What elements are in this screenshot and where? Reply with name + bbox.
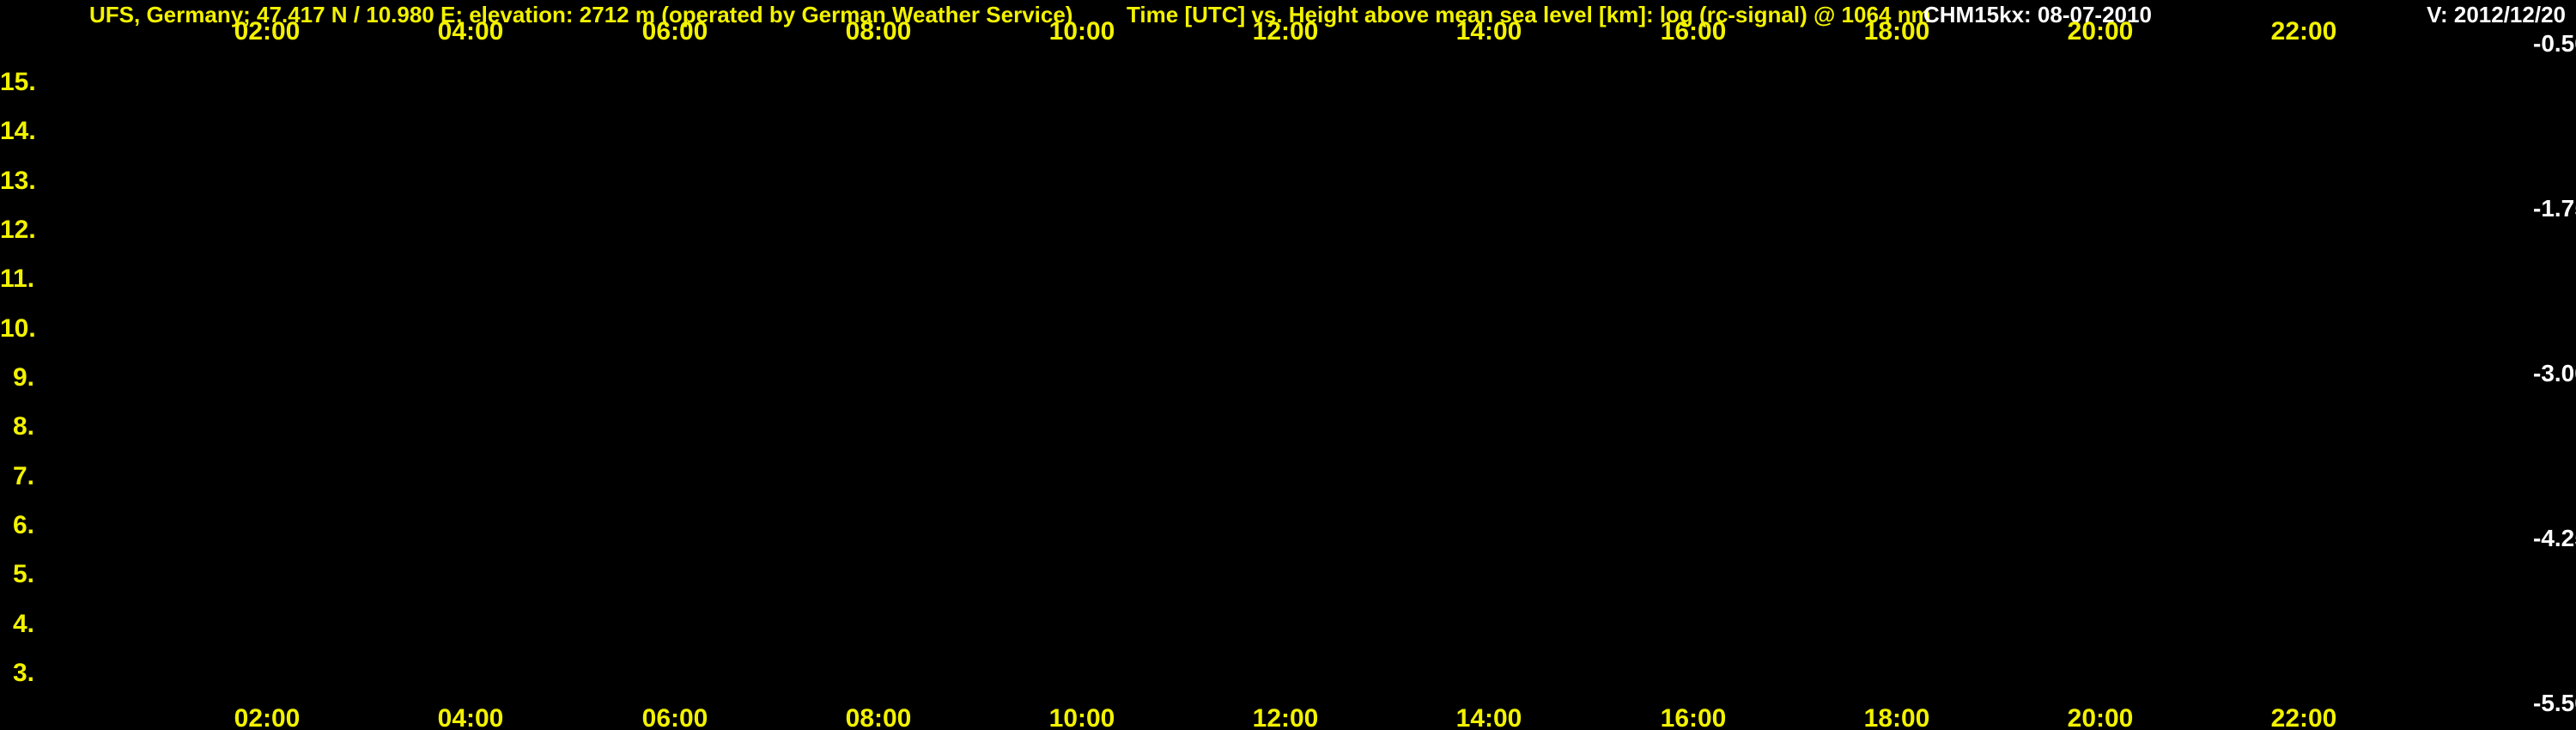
colorbar-tick: -0.50 [2533, 30, 2576, 57]
time-tick-bottom: 22:00 [2270, 704, 2337, 730]
time-tick-bottom: 06:00 [641, 704, 708, 730]
colorbar-tick: -1.75 [2533, 195, 2576, 222]
heatmap-area [38, 44, 2489, 703]
time-tick-top: 10:00 [1048, 17, 1115, 46]
time-tick-bottom: 02:00 [234, 704, 301, 730]
instrument-date-label: CHM15kx: 08-07-2010 [1923, 2, 2152, 27]
station-header: UFS, Germany; 47.417 N / 10.980 E; eleva… [89, 2, 1073, 27]
height-tick: 5. [12, 560, 34, 588]
time-tick-top: 06:00 [641, 17, 708, 46]
time-tick-bottom: 08:00 [845, 704, 912, 730]
time-tick-top: 16:00 [1660, 17, 1727, 46]
time-tick-bottom: 04:00 [437, 704, 504, 730]
time-tick-top: 14:00 [1455, 17, 1522, 46]
height-tick: 8. [12, 412, 34, 441]
height-tick: 13. [0, 167, 36, 195]
height-tick: 10. [0, 314, 36, 343]
time-tick-bottom: 16:00 [1660, 704, 1727, 730]
colorbar-tick: -3.00 [2533, 360, 2576, 386]
height-tick: 9. [12, 363, 34, 392]
time-tick-top: 02:00 [234, 17, 301, 46]
time-tick-bottom: 14:00 [1455, 704, 1522, 730]
height-tick: 14. [0, 117, 36, 145]
height-tick: 12. [0, 216, 36, 244]
time-tick-top: 08:00 [845, 17, 912, 46]
time-tick-bottom: 18:00 [1863, 704, 1930, 730]
height-tick: 7. [12, 462, 34, 490]
version-label: V: 2012/12/20 [2427, 2, 2566, 27]
time-tick-bottom: 12:00 [1252, 704, 1319, 730]
colorbar [2506, 43, 2525, 703]
time-tick-top: 12:00 [1252, 17, 1319, 46]
colorbar-tick: -5.50 [2533, 690, 2576, 716]
height-tick: 15. [0, 68, 36, 96]
time-tick-bottom: 20:00 [2067, 704, 2134, 730]
time-tick-top: 04:00 [437, 17, 504, 46]
time-tick-top: 20:00 [2067, 17, 2134, 46]
time-tick-bottom: 10:00 [1048, 704, 1115, 730]
colorbar-tick: -4.25 [2533, 525, 2576, 551]
time-tick-top: 18:00 [1863, 17, 1930, 46]
heatmap-canvas [38, 44, 2489, 703]
height-tick: 4. [12, 610, 34, 638]
time-tick-top: 22:00 [2270, 17, 2337, 46]
height-tick: 11. [0, 265, 35, 293]
height-tick: 3. [12, 659, 34, 687]
page-title: Time [UTC] vs. Height above mean sea lev… [1127, 2, 1931, 27]
height-tick: 6. [12, 511, 34, 539]
